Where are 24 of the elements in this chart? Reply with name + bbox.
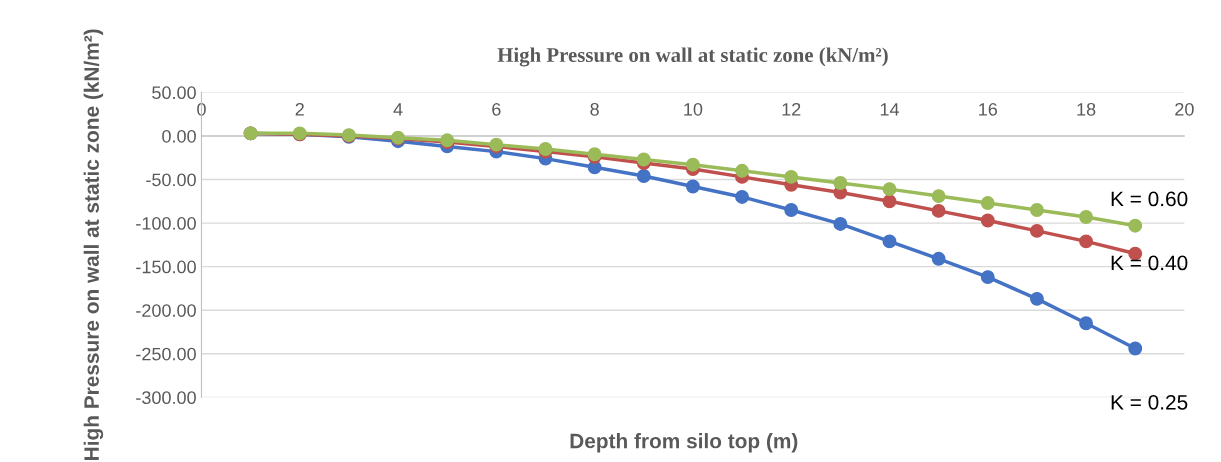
y-tick-label: -150.00	[136, 260, 196, 274]
x-tick-label: 2	[295, 102, 304, 116]
x-tick-label: 14	[880, 103, 900, 116]
x-tick-label: 10	[684, 102, 703, 116]
x-tick-label: 12	[782, 102, 801, 116]
x-axis-title: Depth from silo top (m)	[570, 433, 798, 453]
x-tick-label: 18	[1077, 102, 1096, 116]
series-label: K = 0.60	[1111, 191, 1188, 207]
y-tick-label: -250.00	[136, 347, 196, 361]
y-axis-title: High Pressure on wall at static zone (kN/m²)	[83, 29, 104, 460]
x-tick-label: 20	[1175, 102, 1194, 116]
series-label: K = 0.40	[1111, 255, 1188, 271]
chart-title: High Pressure on wall at static zone (kN/m²)	[497, 47, 888, 67]
y-tick-label: 50.00	[152, 86, 196, 100]
y-tick-label: -300.00	[136, 391, 196, 405]
y-tick-label: -100.00	[136, 217, 196, 230]
text: K = 0.25	[1111, 394, 1188, 410]
x-tick-label: 8	[590, 102, 599, 116]
x-tick-label: 16	[979, 102, 998, 116]
x-tick-label: 6	[492, 102, 501, 116]
y-tick-label: -50.00	[146, 173, 196, 187]
x-tick-label: 4	[393, 103, 403, 116]
y-tick-label: -200.00	[136, 304, 196, 317]
y-tick-label: 0.00	[162, 129, 196, 143]
